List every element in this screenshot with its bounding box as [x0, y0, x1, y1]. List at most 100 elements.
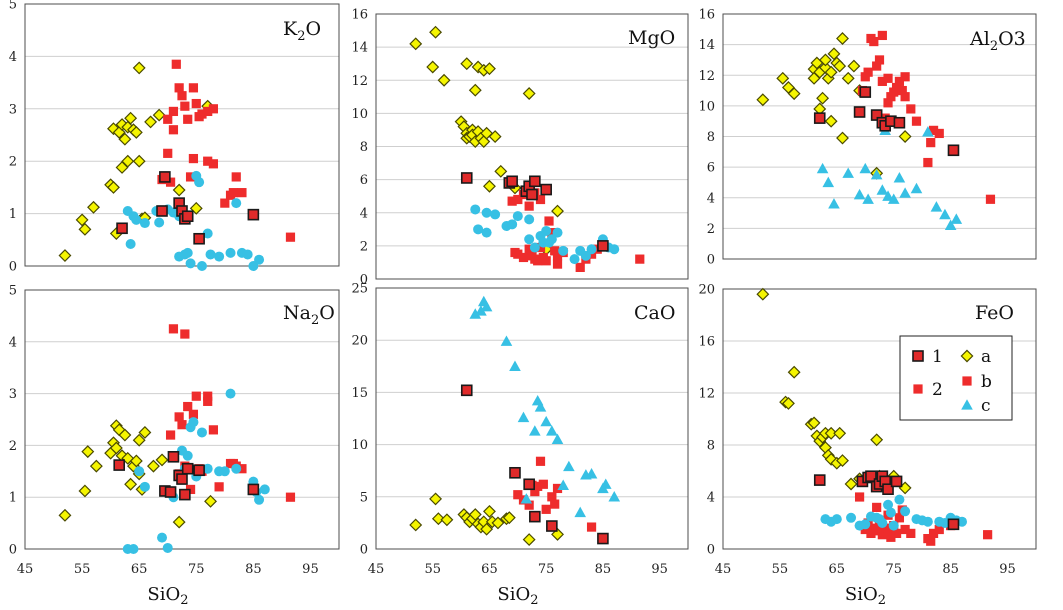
data-point-c	[846, 512, 857, 523]
data-point-b	[533, 256, 543, 266]
data-point-c	[922, 516, 933, 527]
y-tick-label: 12	[698, 69, 715, 84]
data-point-b	[926, 138, 936, 148]
data-point-b	[926, 536, 936, 546]
data-point-1	[509, 466, 521, 479]
y-tick-label: 20	[698, 283, 715, 298]
data-point-a	[118, 428, 132, 442]
data-point-c	[128, 544, 139, 554]
data-point-b	[883, 527, 893, 537]
panel-al2o3: 0 2 4 6 8 10 12 14 16 Al2O3	[698, 8, 1037, 268]
data-point-c	[882, 190, 894, 201]
data-point-1	[529, 175, 541, 188]
data-point-b	[547, 228, 557, 238]
data-point-1	[523, 478, 535, 491]
data-point-c	[540, 415, 552, 427]
y-tick-label: 16	[698, 8, 715, 23]
y-tick-label: 4	[360, 206, 368, 221]
y-tick-label: 0	[360, 273, 368, 288]
data-point-b	[877, 76, 887, 86]
data-point-b	[174, 412, 184, 422]
data-point-a	[109, 441, 123, 455]
y-tick-label: 5	[9, 284, 17, 299]
data-point-c	[580, 250, 591, 261]
x-tick-label: 75	[538, 562, 555, 577]
data-point-a	[833, 59, 847, 73]
data-point-c	[254, 494, 265, 505]
data-point-b	[191, 98, 201, 109]
data-point-c	[870, 168, 883, 180]
data-point-b	[586, 522, 597, 532]
data-point-b	[552, 251, 563, 261]
data-point-a	[502, 511, 516, 525]
data-point-1	[882, 483, 894, 496]
x-tick-label: 75	[885, 562, 902, 577]
data-point-b	[983, 530, 993, 540]
data-point-b	[535, 194, 546, 205]
data-point-a	[429, 25, 443, 39]
series-a	[58, 419, 217, 529]
data-point-c	[609, 244, 620, 255]
plot-frame	[375, 13, 689, 280]
data-point-b	[188, 153, 199, 164]
data-point-a	[124, 111, 138, 125]
data-point-b	[877, 530, 887, 540]
data-point-b	[228, 188, 238, 198]
data-point-a	[471, 60, 485, 74]
data-point-a	[522, 533, 536, 547]
data-point-b	[165, 430, 176, 440]
y-tick-label: 14	[351, 41, 368, 56]
y-tick-label: 6	[707, 161, 715, 176]
legend-label-b: b	[981, 372, 992, 392]
data-point-a	[824, 426, 838, 440]
y-tick-label: 14	[698, 38, 715, 53]
data-point-b	[897, 85, 907, 96]
data-point-b	[923, 157, 933, 168]
panel-title: Al2O3	[969, 28, 1026, 54]
data-point-c	[885, 507, 896, 518]
y-tick-label: 5	[360, 490, 368, 505]
y-tick-label: 2	[9, 439, 17, 454]
data-point-c	[586, 244, 597, 255]
data-point-c	[520, 493, 533, 504]
data-point-1	[179, 488, 191, 501]
data-point-a	[483, 504, 496, 518]
y-tick-label: 1	[9, 207, 17, 222]
data-point-c	[231, 463, 242, 474]
panel-cao: 0 5 10 15 20 25 45 55 65 75 85 95 SiO2 CaO	[351, 282, 689, 608]
data-point-b	[635, 254, 645, 264]
data-point-c	[529, 242, 540, 253]
data-point-c	[831, 514, 842, 525]
data-point-c	[546, 425, 558, 436]
data-point-a	[787, 87, 801, 101]
data-point-c	[563, 460, 575, 472]
y-tick-label: 2	[9, 155, 17, 170]
x-tick-label: 65	[829, 562, 846, 577]
x-axis-label: SiO2	[845, 584, 886, 608]
legend-label-c: c	[981, 396, 991, 416]
data-point-a	[431, 512, 445, 526]
data-point-c	[862, 193, 874, 204]
data-point-a	[483, 179, 496, 193]
y-tick-label: 6	[360, 173, 368, 188]
data-point-c	[225, 247, 236, 258]
data-point-c	[900, 506, 911, 517]
data-point-b	[891, 82, 902, 93]
series-a	[756, 287, 912, 495]
data-point-1	[893, 116, 906, 129]
data-point-b	[911, 116, 922, 126]
data-point-c	[500, 335, 513, 346]
data-point-a	[818, 61, 832, 75]
data-point-c	[599, 478, 612, 489]
data-point-c	[185, 258, 196, 269]
series-c	[122, 170, 265, 271]
data-point-b	[869, 36, 879, 47]
data-point-a	[847, 59, 861, 73]
data-point-a	[58, 508, 72, 522]
x-tick-label: 55	[74, 562, 91, 577]
data-point-b	[513, 194, 523, 205]
data-point-b	[237, 188, 247, 198]
data-point-a	[409, 518, 423, 532]
